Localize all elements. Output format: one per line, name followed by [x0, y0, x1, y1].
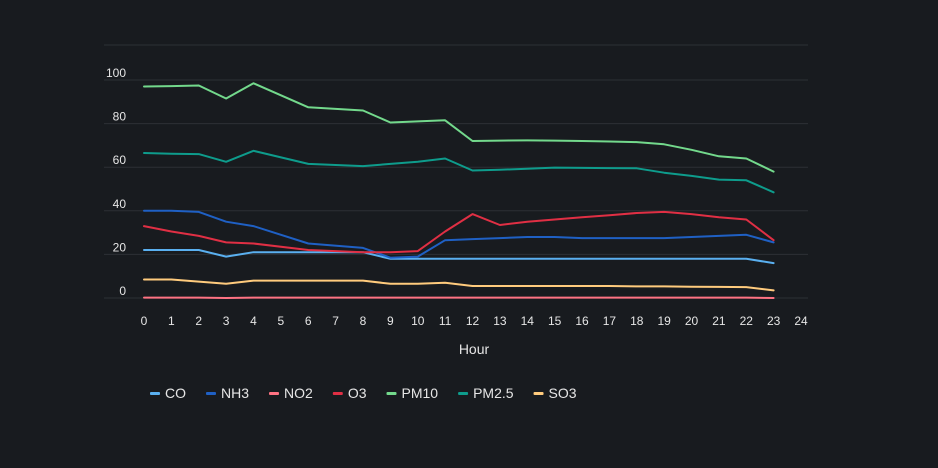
x-tick-label: 9	[387, 314, 394, 328]
legend-label: NO2	[284, 385, 313, 401]
series-line-nh3	[143, 209, 775, 259]
series-line-so3	[143, 278, 775, 292]
y-axis-ticks: 0 20 40 60 80 100	[106, 66, 126, 298]
legend-item-pm25[interactable]: PM2.5	[458, 385, 514, 401]
legend-item-no2[interactable]: NO2	[269, 385, 313, 401]
x-tick-label: 5	[278, 314, 285, 328]
x-tick-label: 0	[141, 314, 148, 328]
x-tick-label: 3	[223, 314, 230, 328]
y-tick-label: 60	[113, 153, 127, 167]
x-tick-label: 12	[466, 314, 480, 328]
x-axis-ticks: 0 1 2 3 4 5 6 7 8 9 10 11 12 13 14 15 16 17 18 19 20 21 22 23 24	[141, 314, 808, 328]
legend-swatch	[269, 392, 280, 395]
x-tick-label: 24	[794, 314, 808, 328]
legend-swatch	[533, 392, 544, 395]
series-line-o3	[143, 210, 775, 254]
x-tick-label: 19	[657, 314, 671, 328]
x-tick-label: 15	[548, 314, 562, 328]
legend-item-co[interactable]: CO	[150, 385, 186, 401]
legend-label: NH3	[221, 385, 249, 401]
x-tick-label: 8	[360, 314, 367, 328]
legend-swatch	[386, 392, 397, 395]
legend-swatch	[150, 392, 160, 395]
legend-label: SO3	[549, 385, 577, 401]
y-tick-label: 100	[106, 66, 126, 80]
x-tick-label: 20	[685, 314, 699, 328]
legend-item-nh3[interactable]: NH3	[206, 385, 249, 401]
x-tick-label: 2	[195, 314, 202, 328]
x-tick-label: 16	[575, 314, 589, 328]
x-tick-label: 14	[521, 314, 535, 328]
legend-swatch	[206, 392, 216, 395]
x-tick-label: 22	[740, 314, 754, 328]
legend-label: CO	[165, 385, 186, 401]
x-tick-label: 10	[411, 314, 425, 328]
y-tick-label: 0	[119, 284, 126, 298]
series-line-co	[143, 249, 775, 265]
x-tick-label: 13	[493, 314, 507, 328]
x-tick-label: 11	[439, 314, 452, 328]
x-tick-label: 21	[712, 314, 726, 328]
x-tick-label: 17	[603, 314, 617, 328]
y-tick-label: 20	[113, 240, 127, 254]
x-axis-title: Hour	[459, 341, 490, 357]
y-tick-label: 40	[113, 197, 127, 211]
x-tick-label: 1	[168, 314, 175, 328]
legend-item-o3[interactable]: O3	[332, 385, 367, 401]
legend-item-so3[interactable]: SO3	[533, 385, 577, 401]
legend-label: PM2.5	[473, 385, 514, 401]
x-tick-label: 18	[630, 314, 644, 328]
grid-lines	[104, 79, 808, 299]
legend-label: O3	[348, 385, 367, 401]
x-tick-label: 6	[305, 314, 312, 328]
series-lines	[143, 82, 775, 299]
legend: CO NH3 NO2 O3 PM10 PM2.5 SO3	[150, 385, 577, 401]
series-line-pm25	[143, 149, 775, 194]
y-tick-label: 80	[113, 110, 127, 124]
legend-label: PM10	[402, 385, 439, 401]
legend-item-pm10[interactable]: PM10	[386, 385, 439, 401]
series-line-pm10	[143, 82, 775, 173]
x-tick-label: 23	[767, 314, 781, 328]
legend-swatch	[332, 392, 343, 395]
legend-swatch	[458, 392, 469, 395]
x-tick-label: 7	[332, 314, 339, 328]
x-tick-label: 4	[250, 314, 257, 328]
